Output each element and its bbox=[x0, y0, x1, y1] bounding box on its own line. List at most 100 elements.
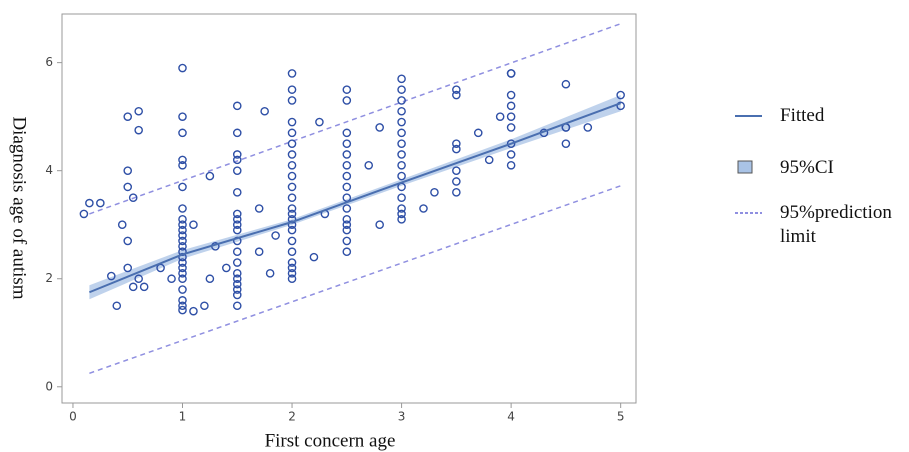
point bbox=[287, 209, 297, 219]
point bbox=[287, 96, 297, 105]
plot-frame bbox=[61, 13, 637, 404]
point bbox=[375, 123, 384, 132]
point bbox=[419, 204, 428, 213]
point bbox=[260, 106, 269, 116]
point bbox=[342, 171, 352, 181]
point bbox=[506, 69, 516, 78]
point bbox=[287, 69, 297, 78]
point bbox=[561, 79, 571, 89]
point bbox=[128, 193, 138, 202]
point bbox=[309, 252, 319, 262]
x-tick-label: 1 bbox=[179, 410, 187, 424]
point bbox=[287, 85, 297, 94]
point bbox=[112, 301, 122, 311]
point bbox=[397, 171, 406, 181]
point bbox=[232, 247, 242, 257]
point bbox=[178, 204, 187, 213]
point bbox=[452, 139, 461, 148]
point bbox=[178, 63, 187, 73]
point bbox=[287, 258, 297, 267]
point bbox=[271, 231, 280, 240]
point bbox=[484, 155, 494, 165]
point bbox=[232, 225, 242, 235]
legend-label: 95%prediction limit bbox=[780, 202, 892, 247]
point bbox=[342, 96, 352, 105]
point bbox=[178, 274, 187, 284]
point bbox=[232, 166, 242, 175]
point bbox=[287, 274, 297, 284]
point bbox=[178, 242, 187, 251]
point bbox=[178, 263, 187, 273]
point bbox=[452, 85, 461, 94]
point bbox=[178, 285, 187, 294]
prediction-limit bbox=[89, 185, 621, 374]
point bbox=[232, 101, 242, 111]
point bbox=[79, 209, 89, 219]
point bbox=[287, 128, 297, 138]
fitted-line bbox=[89, 102, 622, 294]
x-tick-label: 0 bbox=[69, 410, 77, 424]
point bbox=[506, 101, 516, 111]
point bbox=[178, 269, 187, 278]
point bbox=[342, 204, 352, 213]
point bbox=[583, 123, 593, 132]
point bbox=[134, 125, 143, 135]
point bbox=[232, 215, 242, 224]
point bbox=[375, 220, 384, 230]
point bbox=[222, 263, 231, 273]
point bbox=[178, 231, 187, 240]
point bbox=[178, 128, 187, 138]
point bbox=[342, 150, 352, 159]
point bbox=[123, 112, 133, 121]
point bbox=[397, 160, 406, 170]
point bbox=[167, 274, 176, 284]
point bbox=[178, 236, 187, 246]
point bbox=[397, 150, 406, 159]
point bbox=[254, 204, 264, 213]
point bbox=[397, 96, 406, 105]
point bbox=[397, 117, 406, 127]
point bbox=[561, 139, 571, 148]
point bbox=[287, 171, 297, 181]
point bbox=[85, 198, 94, 208]
point bbox=[342, 220, 352, 230]
point bbox=[287, 247, 297, 257]
point bbox=[123, 236, 133, 246]
point bbox=[287, 225, 297, 235]
x-tick-label: 3 bbox=[398, 410, 406, 424]
point bbox=[178, 258, 187, 267]
point bbox=[506, 150, 516, 159]
point bbox=[232, 220, 242, 230]
point bbox=[287, 204, 297, 213]
point bbox=[189, 306, 198, 316]
point bbox=[287, 182, 297, 192]
point bbox=[134, 106, 143, 116]
point bbox=[342, 160, 352, 170]
y-tick-label: 0 bbox=[45, 379, 53, 393]
y-tick-label: 6 bbox=[45, 55, 53, 69]
point bbox=[123, 263, 133, 273]
y-tick-label: 2 bbox=[45, 271, 53, 285]
point bbox=[287, 263, 297, 273]
point bbox=[287, 193, 297, 202]
point bbox=[397, 209, 406, 219]
point bbox=[287, 236, 297, 246]
point bbox=[232, 279, 242, 289]
point bbox=[342, 215, 352, 224]
point bbox=[315, 117, 324, 127]
point bbox=[265, 269, 275, 278]
y-axis-label: Diagnosis age of autism bbox=[9, 116, 30, 299]
point bbox=[178, 301, 187, 311]
point bbox=[232, 301, 242, 311]
point bbox=[495, 112, 505, 121]
point bbox=[287, 269, 297, 278]
legend-label: Fitted bbox=[780, 105, 825, 126]
point bbox=[232, 258, 242, 267]
point bbox=[397, 74, 406, 84]
x-tick-label: 5 bbox=[617, 410, 625, 424]
point bbox=[430, 187, 439, 197]
point bbox=[128, 282, 138, 292]
point bbox=[232, 285, 242, 294]
point bbox=[506, 112, 516, 121]
ci-band bbox=[89, 95, 621, 300]
